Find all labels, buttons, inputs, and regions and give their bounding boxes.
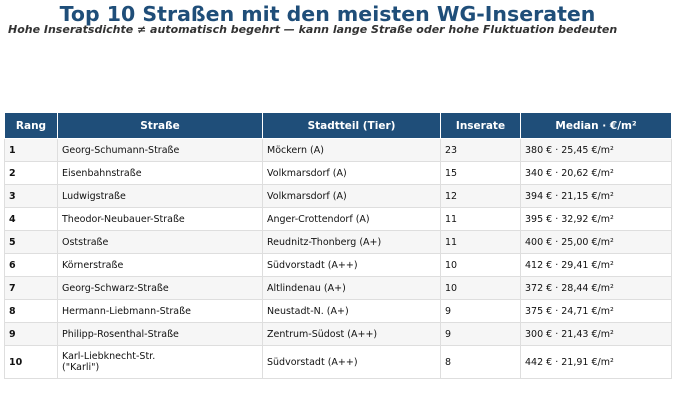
- table-cell: 400 € · 25,00 €/m²: [520, 230, 672, 254]
- table-cell: 3: [4, 184, 58, 208]
- table-cell: Altlindenau (A+): [262, 276, 441, 300]
- table-cell: Anger-Crottendorf (A): [262, 207, 441, 231]
- table-cell: 8: [4, 299, 58, 323]
- table-cell: 380 € · 25,45 €/m²: [520, 138, 672, 162]
- table-cell: 372 € · 28,44 €/m²: [520, 276, 672, 300]
- table-cell: 394 € · 21,15 €/m²: [520, 184, 672, 208]
- table-cell: Karl-Liebknecht-Str. ("Karli"): [57, 345, 263, 379]
- table-cell: 11: [440, 230, 521, 254]
- table-cell: Volkmarsdorf (A): [262, 161, 441, 185]
- column-header: Median · €/m²: [520, 112, 672, 139]
- table-cell: Neustadt-N. (A+): [262, 299, 441, 323]
- table-cell: Georg-Schwarz-Straße: [57, 276, 263, 300]
- table-row: 10 Karl-Liebknecht-Str. ("Karli") Südvorst…: [4, 345, 672, 379]
- table-cell: 395 € · 32,92 €/m²: [520, 207, 672, 231]
- table-row: 1 Georg-Schumann-Straße Möckern (A) 23 380 €…: [4, 138, 672, 162]
- table-cell: 340 € · 20,62 €/m²: [520, 161, 672, 185]
- table-row: 9 Philipp-Rosenthal-Straße Zentrum-Südost …: [4, 322, 672, 346]
- table-row: 2 Eisenbahnstraße Volkmarsdorf (A) 15 340 € …: [4, 161, 672, 185]
- title: Top 10 Straßen mit den meisten WG-Insera…: [59, 2, 596, 26]
- table-cell: 23: [440, 138, 521, 162]
- table-cell: Hermann-Liebmann-Straße: [57, 299, 263, 323]
- table-cell: 6: [4, 253, 58, 277]
- table: Rang Straße Stadtteil (Tier) Inserate Median…: [4, 112, 672, 379]
- table-row: 5 Oststraße Reudnitz-Thonberg (A+) 11 400 € …: [4, 230, 672, 254]
- table-cell: Volkmarsdorf (A): [262, 184, 441, 208]
- table-row: 6 Körnerstraße Südvorstadt (A++) 10 412 € · …: [4, 253, 672, 277]
- table-cell: 15: [440, 161, 521, 185]
- table-cell: Ludwigstraße: [57, 184, 263, 208]
- table-cell: Georg-Schumann-Straße: [57, 138, 263, 162]
- table-cell: Südvorstadt (A++): [262, 253, 441, 277]
- table-cell: Eisenbahnstraße: [57, 161, 263, 185]
- table-cell: Philipp-Rosenthal-Straße: [57, 322, 263, 346]
- table-cell: 9: [4, 322, 58, 346]
- table-cell: 1: [4, 138, 58, 162]
- table-cell: 2: [4, 161, 58, 185]
- column-header: Stadtteil (Tier): [262, 112, 441, 139]
- column-header: Rang: [4, 112, 58, 139]
- table-cell: Zentrum-Südost (A++): [262, 322, 441, 346]
- table-cell: Reudnitz-Thonberg (A+): [262, 230, 441, 254]
- table-cell: 300 € · 21,43 €/m²: [520, 322, 672, 346]
- table-cell: Möckern (A): [262, 138, 441, 162]
- table-cell: 375 € · 24,71 €/m²: [520, 299, 672, 323]
- table-cell: Körnerstraße: [57, 253, 263, 277]
- table-cell: 10: [440, 253, 521, 277]
- table-cell: 9: [440, 322, 521, 346]
- table-cell: 10: [4, 345, 58, 379]
- table-cell: 11: [440, 207, 521, 231]
- table-cell: 7: [4, 276, 58, 300]
- table-cell: Oststraße: [57, 230, 263, 254]
- table-cell: 10: [440, 276, 521, 300]
- table-row: 3 Ludwigstraße Volkmarsdorf (A) 12 394 € · 2…: [4, 184, 672, 208]
- subtitle: Hohe Inseratsdichte ≠ automatisch begehr…: [8, 23, 618, 36]
- table-cell: 12: [440, 184, 521, 208]
- table-cell: Theodor-Neubauer-Straße: [57, 207, 263, 231]
- table-cell: 442 € · 21,91 €/m²: [520, 345, 672, 379]
- table-cell: 412 € · 29,41 €/m²: [520, 253, 672, 277]
- column-header: Inserate: [440, 112, 521, 139]
- table-body: 1 Georg-Schumann-Straße Möckern (A) 23 380 €…: [4, 138, 672, 379]
- table-row: 7 Georg-Schwarz-Straße Altlindenau (A+) 10 3…: [4, 276, 672, 300]
- table-cell: 8: [440, 345, 521, 379]
- table-row: 8 Hermann-Liebmann-Straße Neustadt-N. (A+)…: [4, 299, 672, 323]
- table-cell: 5: [4, 230, 58, 254]
- table-row: 4 Theodor-Neubauer-Straße Anger-Crottendor…: [4, 207, 672, 231]
- table-cell: 9: [440, 299, 521, 323]
- table-cell: Südvorstadt (A++): [262, 345, 441, 379]
- header-row: Rang Straße Stadtteil (Tier) Inserate Median…: [4, 112, 672, 139]
- column-header: Straße: [57, 112, 263, 139]
- table-cell: 4: [4, 207, 58, 231]
